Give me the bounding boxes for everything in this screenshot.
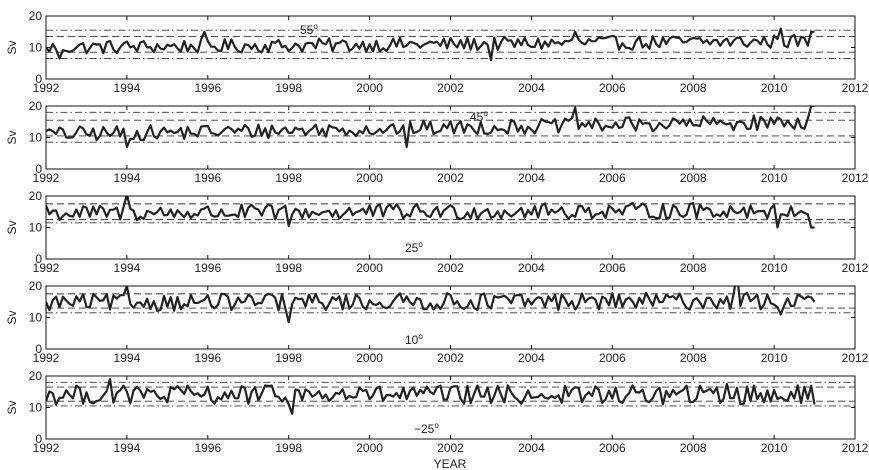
x-tick-label: 1998 xyxy=(275,261,302,275)
x-tick-label: 2012 xyxy=(842,441,869,455)
x-tick-label: 1994 xyxy=(114,261,141,275)
y-tick-label: 10 xyxy=(29,401,43,415)
x-tick-label: 1994 xyxy=(114,441,141,455)
x-tick-label: 2004 xyxy=(518,81,545,95)
x-axis-label: YEAR xyxy=(434,457,467,470)
transport-series-line xyxy=(46,106,815,148)
x-tick-label: 2006 xyxy=(599,441,626,455)
x-tick-label: 1998 xyxy=(275,441,302,455)
transport-series-line xyxy=(46,286,816,324)
y-tick-label: 0 xyxy=(35,432,42,446)
x-tick-label: 1998 xyxy=(275,171,302,185)
y-tick-label: 10 xyxy=(29,221,43,235)
x-tick-label: 2010 xyxy=(761,81,788,95)
x-tick-label: 1994 xyxy=(114,171,141,185)
x-tick-label: 2002 xyxy=(437,171,464,185)
x-tick-label: 2012 xyxy=(842,351,869,365)
y-tick-label: 20 xyxy=(29,189,43,203)
x-tick-label: 1996 xyxy=(194,81,221,95)
x-tick-label: 2012 xyxy=(842,81,869,95)
y-tick-label: 20 xyxy=(29,9,43,23)
y-axis-label: Sv xyxy=(5,130,19,144)
x-tick-label: 1994 xyxy=(114,351,141,365)
x-tick-label: 2012 xyxy=(842,261,869,275)
x-tick-label: 1992 xyxy=(33,351,60,365)
x-tick-label: 2004 xyxy=(518,351,545,365)
panel-5: 1992 1994 1996 1998 2000 2002 2004 2006 2008 2010… xyxy=(5,369,869,455)
latitude-label: 45o xyxy=(470,109,488,124)
x-tick-label: 2006 xyxy=(599,171,626,185)
axes-frame xyxy=(45,105,856,170)
x-tick-label: 2006 xyxy=(599,81,626,95)
x-tick-label: 2002 xyxy=(437,351,464,365)
y-axis-label: Sv xyxy=(5,400,19,414)
y-tick-label: 10 xyxy=(29,41,43,55)
x-tick-label: 2008 xyxy=(680,171,707,185)
panel-1: 1992 1994 1996 1998 2000 2002 2004 2006 2008 2010… xyxy=(5,9,869,95)
x-tick-label: 2008 xyxy=(680,81,707,95)
transport-series-line xyxy=(46,196,815,229)
x-tick-label: 2008 xyxy=(680,351,707,365)
y-tick-label: 20 xyxy=(29,369,43,383)
x-tick-label: 2002 xyxy=(437,81,464,95)
y-tick-label: 0 xyxy=(35,72,42,86)
x-tick-label: 1992 xyxy=(33,261,60,275)
y-tick-label: 0 xyxy=(35,342,42,356)
y-axis-label: Sv xyxy=(5,40,19,54)
x-tick-label: 2010 xyxy=(761,441,788,455)
y-tick-label: 20 xyxy=(29,279,43,293)
x-tick-label: 2000 xyxy=(356,351,383,365)
latitude-label: 10o xyxy=(405,332,423,347)
panel-4: 1992 1994 1996 1998 2000 2002 2004 2006 2008 2010… xyxy=(5,279,869,365)
axes-frame xyxy=(45,15,856,80)
x-tick-label: 2000 xyxy=(356,171,383,185)
latitude-label: 55o xyxy=(300,22,318,37)
x-tick-label: 1996 xyxy=(194,441,221,455)
x-tick-label: 1992 xyxy=(33,441,60,455)
x-tick-label: 2010 xyxy=(761,261,788,275)
y-tick-label: 10 xyxy=(29,311,43,325)
y-tick-label: 0 xyxy=(35,252,42,266)
transport-series-line xyxy=(46,378,816,415)
panel-3: 1992 1994 1996 1998 2000 2002 2004 2006 2008 2010… xyxy=(5,189,869,275)
x-tick-label: 1992 xyxy=(33,81,60,95)
latitude-label: −25o xyxy=(414,421,439,436)
x-tick-label: 2010 xyxy=(761,171,788,185)
y-axis-label: Sv xyxy=(5,220,19,234)
x-tick-label: 1996 xyxy=(194,261,221,275)
x-tick-label: 1996 xyxy=(194,351,221,365)
x-tick-label: 2004 xyxy=(518,441,545,455)
x-tick-label: 2000 xyxy=(356,441,383,455)
latitude-label: 25o xyxy=(405,240,423,255)
y-tick-label: 0 xyxy=(35,162,42,176)
x-tick-label: 2004 xyxy=(518,261,545,275)
x-tick-label: 1998 xyxy=(275,351,302,365)
x-tick-label: 2002 xyxy=(437,261,464,275)
x-tick-label: 2000 xyxy=(356,81,383,95)
x-tick-label: 2012 xyxy=(842,171,869,185)
x-tick-label: 2004 xyxy=(518,171,545,185)
x-tick-label: 1992 xyxy=(33,171,60,185)
x-tick-label: 2006 xyxy=(599,351,626,365)
x-tick-label: 2000 xyxy=(356,261,383,275)
x-tick-label: 1996 xyxy=(194,171,221,185)
x-tick-label: 2008 xyxy=(680,441,707,455)
panel-2: 1992 1994 1996 1998 2000 2002 2004 2006 2008 2010… xyxy=(5,99,869,185)
x-tick-label: 2010 xyxy=(761,351,788,365)
x-tick-label: 1994 xyxy=(114,81,141,95)
x-tick-label: 2008 xyxy=(680,261,707,275)
x-tick-label: 2002 xyxy=(437,441,464,455)
x-tick-label: 1998 xyxy=(275,81,302,95)
axes-frame xyxy=(45,375,856,440)
y-tick-label: 10 xyxy=(29,131,43,145)
y-tick-label: 20 xyxy=(29,99,43,113)
x-tick-label: 2006 xyxy=(599,261,626,275)
y-axis-label: Sv xyxy=(5,310,19,324)
transport-series-line xyxy=(46,27,815,62)
